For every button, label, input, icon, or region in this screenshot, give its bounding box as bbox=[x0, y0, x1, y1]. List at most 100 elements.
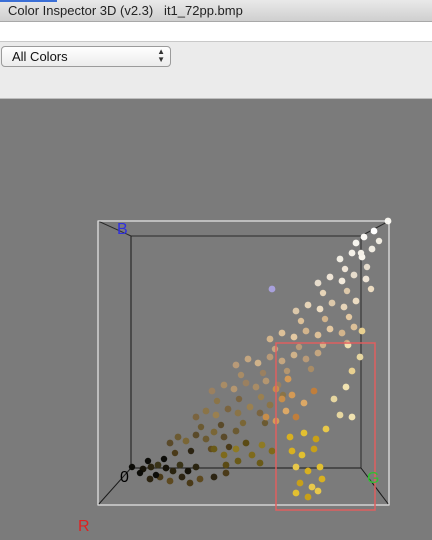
color-point bbox=[345, 313, 353, 321]
color-point bbox=[278, 395, 286, 403]
color-point bbox=[266, 335, 274, 343]
color-cube-viewport[interactable]: B 0 G R bbox=[0, 99, 432, 540]
color-point bbox=[256, 459, 264, 467]
toolbar: All Colors ▲ ▼ bbox=[0, 42, 432, 99]
color-point bbox=[202, 435, 210, 443]
color-point bbox=[242, 439, 250, 447]
color-point bbox=[304, 467, 312, 475]
color-point bbox=[154, 461, 162, 469]
color-point bbox=[186, 479, 194, 487]
color-point bbox=[348, 249, 356, 257]
color-point bbox=[338, 277, 346, 285]
color-point bbox=[292, 463, 300, 471]
color-point bbox=[288, 447, 296, 455]
window-title: Color Inspector 3D (v2.3) it1_72pp.bmp bbox=[8, 3, 243, 18]
color-point bbox=[316, 305, 324, 313]
color-point bbox=[217, 421, 225, 429]
color-point bbox=[147, 463, 155, 471]
color-cube-canvas[interactable]: B 0 G R bbox=[0, 99, 432, 540]
color-point bbox=[304, 301, 312, 309]
axis-label-b: B bbox=[117, 221, 128, 238]
color-point bbox=[258, 441, 266, 449]
color-point bbox=[310, 387, 318, 395]
color-point bbox=[375, 237, 383, 245]
select-stepper-icon: ▲ ▼ bbox=[157, 47, 165, 64]
color-point bbox=[362, 275, 370, 283]
color-point bbox=[300, 399, 308, 407]
color-point bbox=[234, 457, 242, 465]
color-point bbox=[356, 353, 364, 361]
color-point bbox=[152, 471, 160, 479]
color-point bbox=[307, 365, 315, 373]
color-point bbox=[262, 377, 270, 385]
color-point bbox=[136, 469, 144, 477]
color-point bbox=[278, 329, 286, 337]
color-point bbox=[297, 317, 305, 325]
color-point bbox=[316, 463, 324, 471]
color-point bbox=[283, 367, 291, 375]
color-point bbox=[328, 299, 336, 307]
color-point bbox=[169, 467, 177, 475]
color-point bbox=[160, 455, 168, 463]
color-point bbox=[262, 413, 270, 421]
color-point bbox=[357, 249, 365, 257]
axis-label-g: G bbox=[367, 470, 379, 487]
axis-label-origin: 0 bbox=[120, 469, 129, 486]
color-point bbox=[319, 289, 327, 297]
top-strip bbox=[0, 22, 432, 42]
color-point bbox=[144, 457, 152, 465]
color-point bbox=[220, 381, 228, 389]
color-point bbox=[338, 329, 346, 337]
color-point bbox=[295, 343, 303, 351]
color-point bbox=[244, 355, 252, 363]
color-point bbox=[268, 285, 276, 293]
color-point bbox=[314, 349, 322, 357]
color-point bbox=[237, 371, 245, 379]
color-point bbox=[363, 263, 371, 271]
color-point bbox=[290, 333, 298, 341]
color-point bbox=[330, 395, 338, 403]
color-point bbox=[300, 429, 308, 437]
color-point bbox=[286, 433, 294, 441]
color-point bbox=[235, 395, 243, 403]
color-point bbox=[261, 419, 269, 427]
color-point bbox=[358, 327, 366, 335]
color-mode-select[interactable]: All Colors ▲ ▼ bbox=[1, 46, 171, 67]
color-point bbox=[197, 423, 205, 431]
cube-front-face bbox=[97, 220, 390, 506]
color-point bbox=[234, 409, 242, 417]
color-point bbox=[326, 325, 334, 333]
color-point bbox=[176, 461, 184, 469]
color-point bbox=[220, 433, 228, 441]
color-mode-value: All Colors bbox=[12, 49, 68, 64]
color-point bbox=[128, 463, 136, 471]
color-point bbox=[220, 451, 228, 459]
color-point bbox=[182, 437, 190, 445]
color-point bbox=[292, 413, 300, 421]
color-point bbox=[314, 279, 322, 287]
color-point bbox=[271, 345, 279, 353]
title-bar: Color Inspector 3D (v2.3) it1_72pp.bmp bbox=[0, 0, 432, 22]
selection-box[interactable] bbox=[275, 342, 376, 511]
color-point bbox=[348, 413, 356, 421]
color-point bbox=[257, 393, 265, 401]
color-point bbox=[314, 487, 322, 495]
color-point bbox=[254, 359, 262, 367]
color-point bbox=[308, 483, 316, 491]
color-point bbox=[310, 445, 318, 453]
color-point bbox=[312, 435, 320, 443]
color-point bbox=[298, 451, 306, 459]
color-point bbox=[322, 425, 330, 433]
color-point bbox=[213, 397, 221, 405]
color-point bbox=[196, 475, 204, 483]
color-point bbox=[368, 245, 376, 253]
color-point bbox=[343, 287, 351, 295]
color-point bbox=[210, 445, 218, 453]
color-point bbox=[171, 449, 179, 457]
color-point bbox=[266, 401, 274, 409]
color-point bbox=[282, 407, 290, 415]
color-point bbox=[146, 475, 154, 483]
color-point bbox=[288, 391, 296, 399]
color-point bbox=[210, 428, 218, 436]
color-point bbox=[290, 351, 298, 359]
